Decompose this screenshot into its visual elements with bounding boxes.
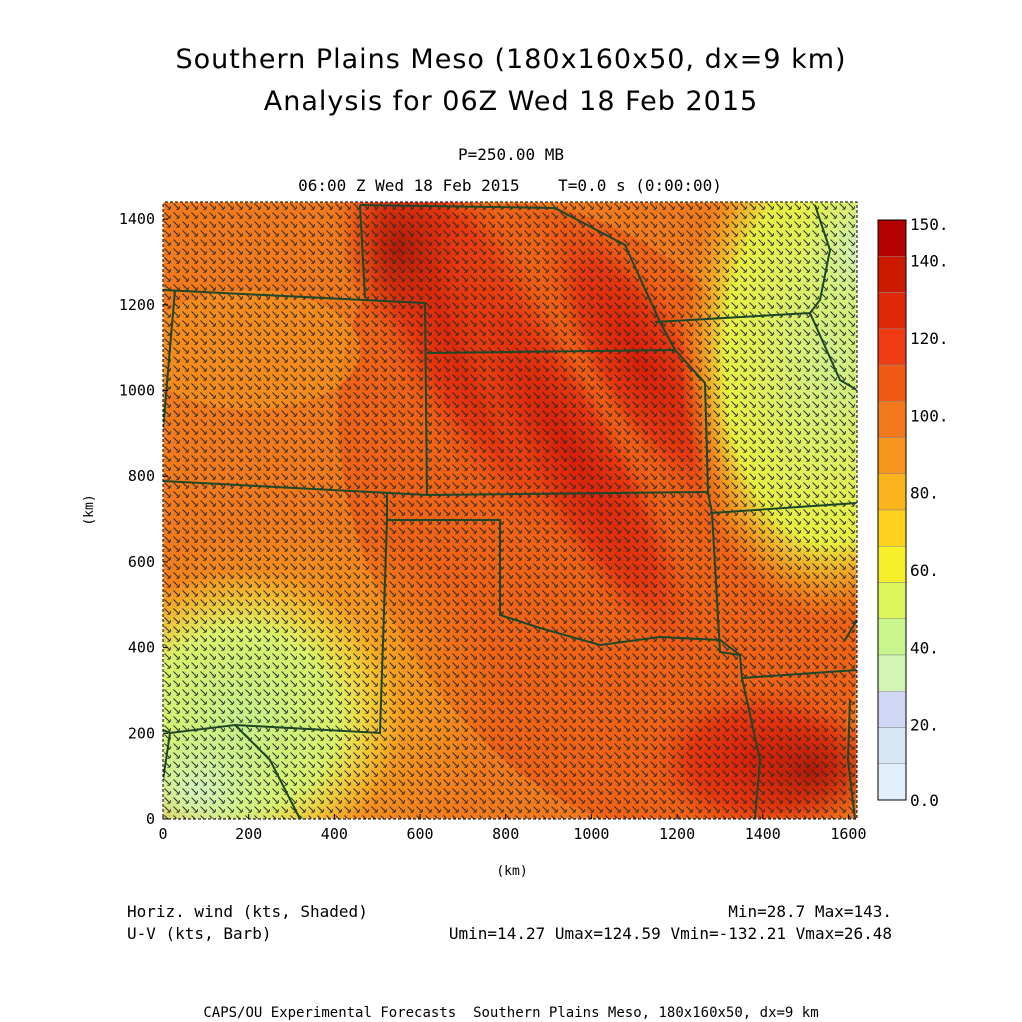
colorbar-label: 60. [910,561,939,580]
map-title-line2: Analysis for 06Z Wed 18 Feb 2015 [263,86,759,117]
uv-stats: Umin=14.27 Umax=124.59 Vmin=-132.21 Vmax… [448,924,892,943]
wyoming-border [359,204,366,299]
colorbar-swatch [877,763,907,801]
y-tick-label: 0 [146,810,155,828]
y-axis: 0 200 400 600 800 1000 1200 1400 [119,210,168,828]
wind-speed-shading [163,202,857,819]
mississippi-river [844,619,857,819]
colorbar: 150. 140. 120. 100. 80. 60. 40. 20. 0.0 [877,215,949,810]
y-axis-label: (km) [82,494,97,525]
colorbar-label: 20. [910,716,939,735]
x-tick-label: 800 [492,825,519,843]
colorbar-swatch [877,654,907,692]
y-tick-label: 1400 [119,210,155,228]
x-tick-label: 200 [235,825,262,843]
x-axis-label: (km) [496,864,527,879]
utah-border [163,289,176,431]
y-tick-label: 400 [128,639,155,657]
colorbar-frame [877,219,907,801]
plot-frame-dash [162,201,858,820]
footer-caption: CAPS/OU Experimental Forecasts Southern … [203,1005,819,1021]
colorbar-label: 80. [910,484,939,503]
colorbar-swatch [877,727,907,764]
ne-mexico-border [163,723,301,819]
minmax-stats: Min=28.7 Max=143. [728,902,892,921]
x-tick-label: 1000 [573,825,609,843]
valid-time-label: 06:00 Z Wed 18 Feb 2015 T=0.0 s (0:00:00… [298,176,722,195]
y-tick-label: 200 [128,724,155,742]
colorbar-label: 140. [910,252,949,271]
new-mexico-west [163,732,171,781]
texas-panhandle [234,519,388,735]
colorbar-swatch [877,437,907,474]
colorbar-swatch [877,292,907,329]
colorbar-swatch [877,328,907,366]
nebraska-border [359,204,676,351]
colorbar-swatch [877,219,907,257]
oklahoma-border [386,493,741,656]
colorbar-label: 100. [910,406,949,425]
y-tick-label: 800 [128,467,155,485]
pressure-level-label: P=250.00 MB [458,145,564,164]
arkansas-border [711,512,857,680]
y-tick-label: 1000 [119,382,155,400]
y-tick-label: 600 [128,553,155,571]
colorbar-swatch [877,582,907,619]
colorbar-swatch [877,546,907,583]
colorbar-label: 120. [910,329,949,348]
colorbar-swatch [877,691,907,728]
x-tick-label: 1400 [745,825,781,843]
map-title-line1: Southern Plains Meso (180x160x50, dx=9 k… [175,44,847,75]
colorbar-swatch [877,473,907,511]
colorado-border [163,289,429,497]
iowa-river [809,204,832,314]
colorbar-swatch [877,509,907,547]
shaded-legend: Horiz. wind (kts, Shaded) [127,902,368,921]
colorbar-swatch [877,256,907,293]
colorbar-swatch [877,364,907,402]
state-boundaries [163,204,857,819]
x-tick-label: 1600 [830,825,866,843]
x-tick-label: 1200 [659,825,695,843]
y-tick-label: 1200 [119,296,155,314]
x-tick-label: 400 [321,825,348,843]
colorbar-swatch [877,618,907,656]
x-tick-label: 0 [158,825,167,843]
kansas-border [426,348,710,496]
barb-legend: U-V (kts, Barb) [127,924,272,943]
arkansas-east [741,677,762,819]
x-tick-label: 600 [406,825,433,843]
colorbar-swatch [877,401,907,438]
x-axis: 0 200 400 600 800 1000 1200 1400 1600 [158,814,866,843]
colorbar-label: 0.0 [910,791,939,810]
colorbar-label: 40. [910,638,939,657]
missouri-border [654,311,857,391]
colorbar-label: 150. [910,215,949,234]
